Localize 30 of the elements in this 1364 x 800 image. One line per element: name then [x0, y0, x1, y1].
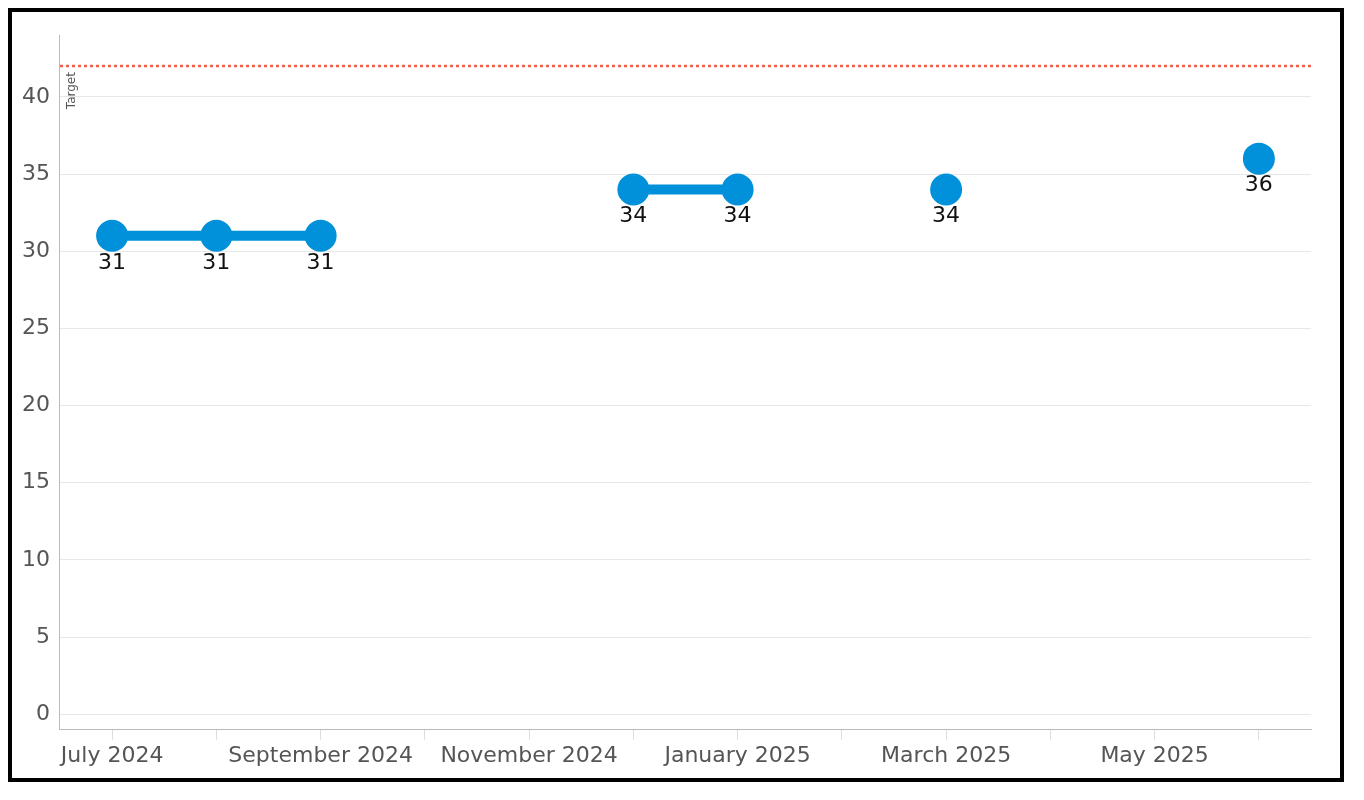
point: [304, 219, 337, 252]
x-tick-label: September 2024: [228, 741, 413, 767]
y-tick-label: 0: [35, 699, 50, 725]
y-tick-label: 15: [21, 468, 50, 494]
point: [930, 173, 963, 206]
data-label: 34: [723, 202, 752, 228]
data-label: 31: [202, 248, 231, 274]
y-tick-label: 25: [21, 314, 50, 340]
y-tick-label: 40: [21, 82, 50, 108]
data-label: 34: [619, 202, 648, 228]
x-tick-label: May 2025: [1100, 741, 1209, 767]
x-tick-label: November 2024: [440, 741, 618, 767]
y-tick-label: 10: [21, 545, 50, 571]
y-tick-label: 5: [35, 622, 50, 648]
data-label: 31: [98, 248, 127, 274]
data-label: 36: [1244, 171, 1273, 197]
point: [721, 173, 754, 206]
point: [617, 173, 650, 206]
y-tick-label: 20: [21, 391, 50, 417]
x-tick-label: July 2024: [58, 741, 164, 767]
point: [96, 219, 129, 252]
point: [200, 219, 233, 252]
ref-line-label: Target: [64, 71, 79, 111]
data-label: 31: [306, 248, 335, 274]
x-tick-label: March 2025: [881, 741, 1012, 767]
point: [1242, 142, 1275, 175]
y-tick-label: 30: [21, 236, 50, 262]
y-tick-label: 35: [21, 159, 50, 185]
x-tick-label: January 2025: [662, 741, 811, 767]
data-label: 34: [932, 202, 961, 228]
